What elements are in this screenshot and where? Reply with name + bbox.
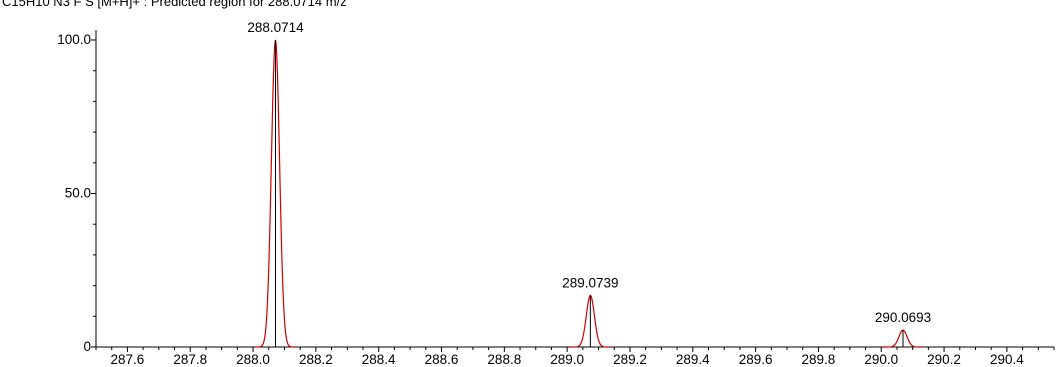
x-tick-label: 289.6 [739,352,773,367]
x-tick-label: 288.6 [425,352,459,367]
x-tick-label: 289.0 [550,352,584,367]
x-tick-label: 290.2 [927,352,961,367]
y-tick-label: 0 [83,339,91,354]
stick-lines [274,40,904,347]
x-tick-label: 288.0 [236,352,270,367]
peak-labels: 288.0714 289.0739 290.0693 [247,20,931,325]
x-tick-label: 290.0 [864,352,898,367]
x-tick-label: 290.4 [990,352,1024,367]
chart-title: C15H10 N3 F S [M+H]+ : Predicted region … [2,0,347,9]
y-tick-label: 100.0 [57,32,91,47]
x-tick-label: 288.8 [487,352,521,367]
x-tick-label: 287.8 [173,352,207,367]
profile-curves [255,39,924,348]
peak-label: 288.0714 [247,20,304,35]
x-tick-label: 288.2 [299,352,333,367]
peak-label: 289.0739 [562,275,618,290]
x-tick-label: 289.2 [613,352,647,367]
axes: 287.6 287.8 288.0 288.2 288.4 288.6 288.8 289.0… [57,30,1055,367]
peak-label: 290.0693 [875,310,931,325]
x-tick-label: 287.6 [111,352,145,367]
x-tick-label: 289.8 [802,352,836,367]
profile-peak [569,294,611,348]
x-tick-label: 289.4 [676,352,710,367]
x-tick-label: 288.4 [362,352,396,367]
y-tick-label: 50.0 [65,186,91,201]
